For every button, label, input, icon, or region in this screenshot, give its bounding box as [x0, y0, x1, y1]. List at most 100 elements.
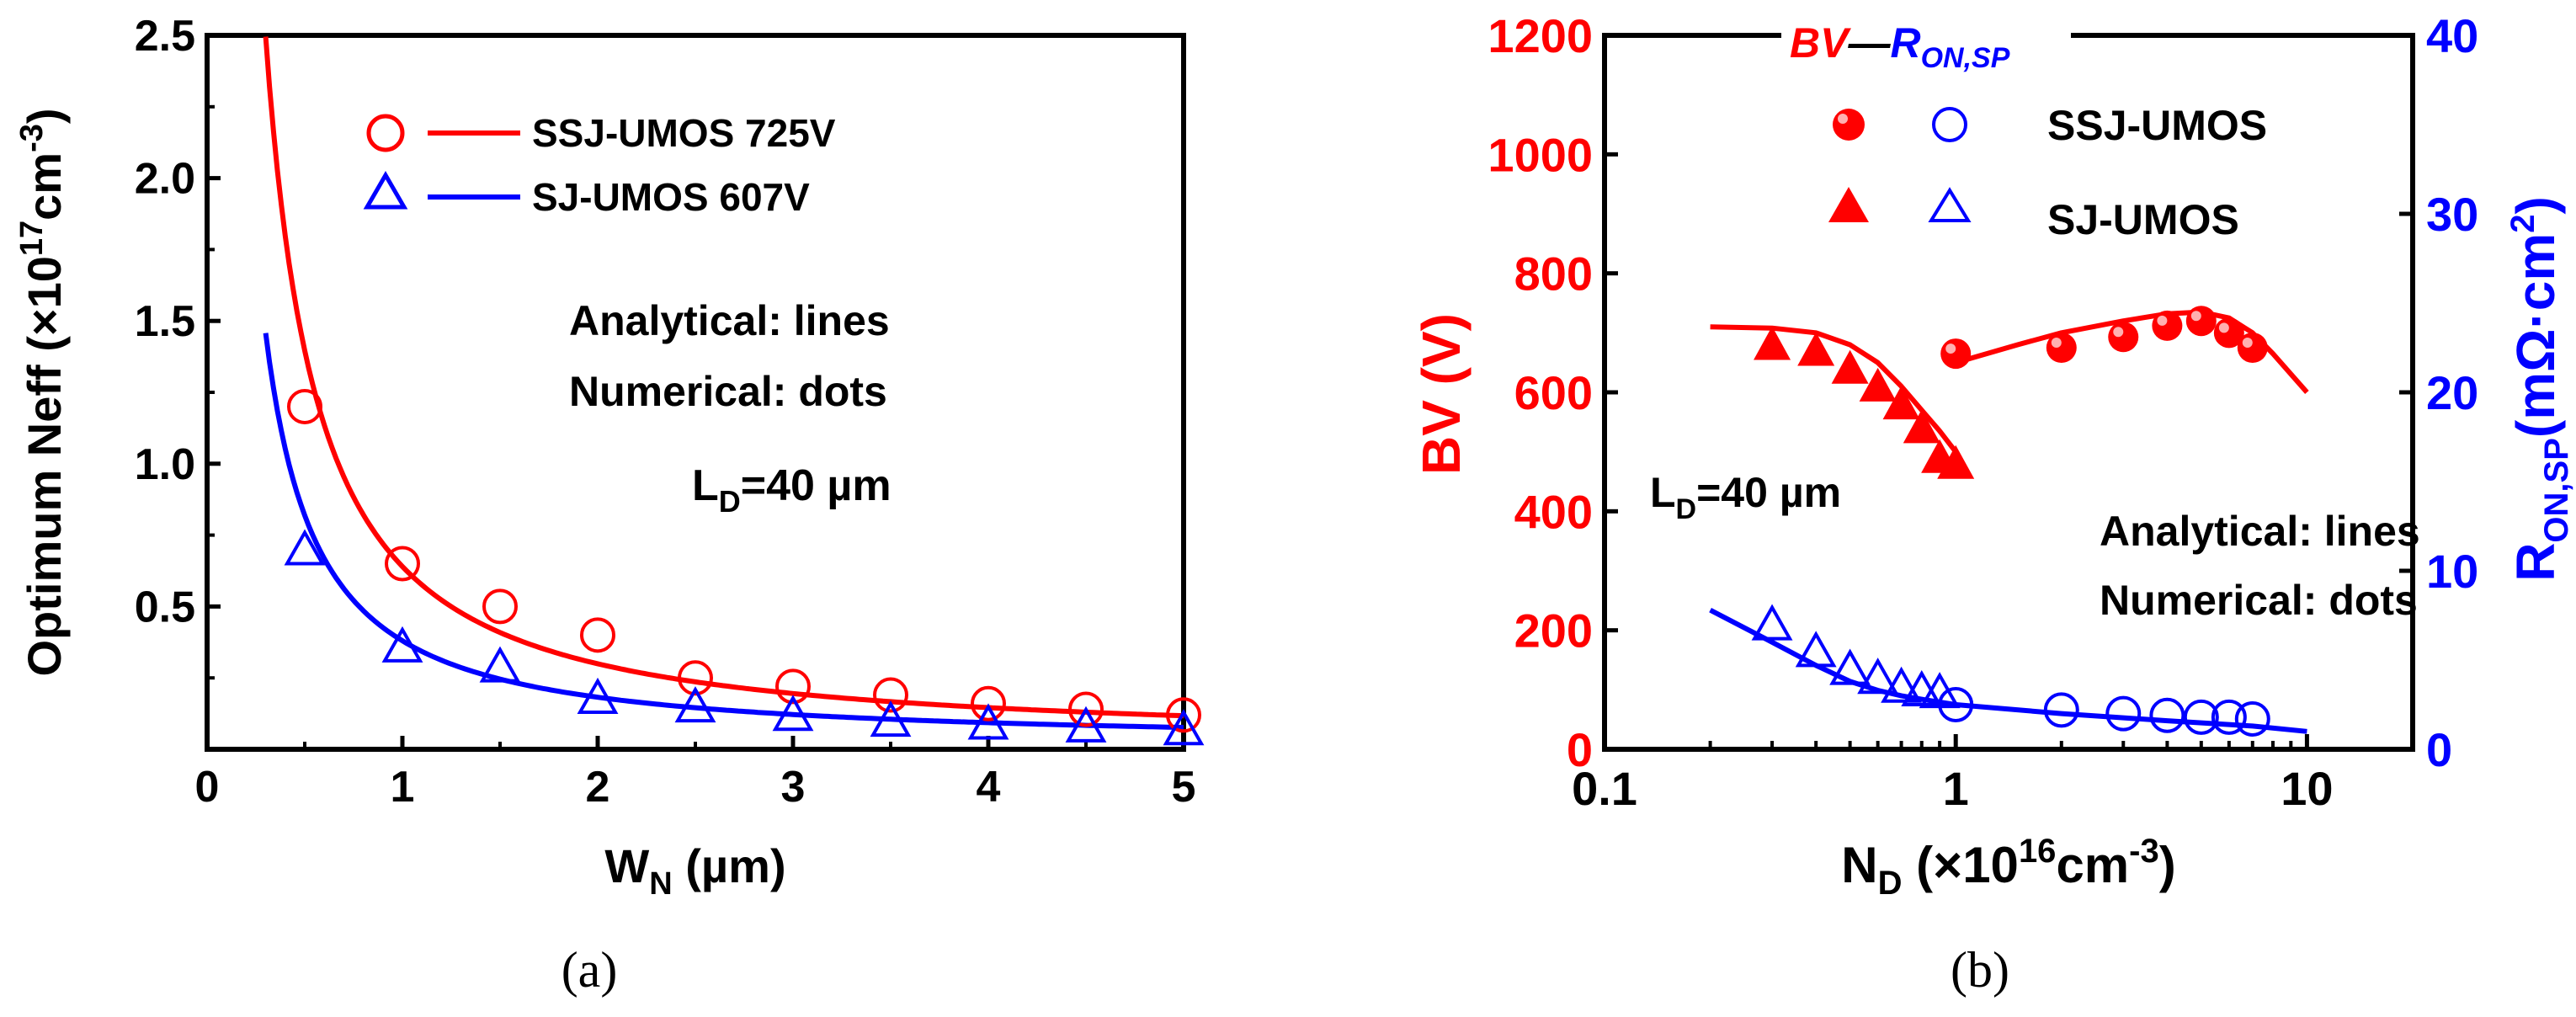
chart-b-xlabel-sub: D	[1878, 865, 1903, 902]
chart-a-xtick-label: 0	[195, 763, 220, 812]
chart-b-legend-filled-circle-shine	[1838, 114, 1848, 124]
chart-b-ytick-left-label: 600	[1514, 366, 1593, 419]
chart-b-ylabel-right: RON,SP(mΩ·cm2)	[2504, 196, 2575, 582]
chart-a-xlabel: WN (µm)	[604, 839, 785, 902]
chart-a-point-triangle	[674, 686, 716, 723]
chart-a-point-circle	[385, 546, 420, 582]
chart-b-top-legend-bg	[1781, 17, 2071, 67]
chart-b-point-filled-circle-shine	[2218, 322, 2229, 333]
chart-b-top-legend: BV—RON,SP	[1790, 19, 2010, 74]
chart-a-point-circle	[287, 388, 322, 424]
chart-b-point-filled-triangle	[1937, 445, 1975, 479]
chart-a-xtick-label: 5	[1172, 763, 1196, 812]
chart-a-ylabel-main: Optimum Neff (×10	[18, 256, 71, 676]
chart-b-xlabel: ND (×1016cm-3)	[1841, 833, 2175, 902]
chart-b-point-filled-circle-shine	[2242, 338, 2253, 348]
chart-b-ytick-right-label: 40	[2426, 9, 2478, 62]
chart-b-ytick-right-label: 0	[2426, 723, 2452, 776]
chart-b-legend-open-circle	[1932, 107, 1967, 142]
chart-b-point-open-circle	[2043, 692, 2079, 728]
chart-b-ld-rest: =40 µm	[1696, 469, 1841, 516]
chart-a-ticks: 0 1 2 3 4 5 0.5 1.0 1.5 2.0 2.5	[135, 12, 1196, 812]
chart-b-ld-sub: D	[1676, 493, 1697, 525]
chart-b-point-filled-circle-shine	[2051, 338, 2062, 348]
chart-a-point-circle	[482, 588, 518, 625]
chart-b-legend-label-sj: SJ-UMOS	[2047, 196, 2239, 243]
chart-b-ticks: 0.1 1 10 0 200 400 600 800 1000 1200 0 10 20 30 40	[1488, 9, 2478, 815]
chart-b-annotation-ld: LD=40 µm	[1650, 469, 1841, 525]
chart-a-ytick-label: 0.5	[135, 583, 195, 631]
chart-b-ylabel-right-sup: 2	[2504, 215, 2541, 233]
chart-a-point-triangle	[577, 677, 619, 714]
chart-b-xlabel-sup: 16	[2019, 833, 2057, 870]
chart-b-point-open-circle	[2234, 700, 2270, 737]
chart-b-point-filled-circle-shine	[2190, 311, 2201, 322]
chart-a-point-circle	[775, 668, 811, 705]
chart-a-legend: SSJ-UMOS 725V SJ-UMOS 607V	[363, 111, 836, 219]
chart-b-point-open-circle	[2211, 699, 2247, 735]
chart-b-point-filled-circle	[2152, 310, 2183, 341]
chart-b-ytick-left-label: 1200	[1488, 9, 1593, 62]
chart-b-ylabel-left: BV (V)	[1411, 313, 1472, 475]
chart-a-analytical-lines	[263, 36, 1184, 730]
chart-a-xtick-label: 4	[977, 763, 1001, 812]
chart-a-annotation-numerical: Numerical: dots	[569, 368, 887, 415]
chart-b-point-filled-circle	[2185, 306, 2217, 337]
chart-b-analytical-line	[1710, 324, 1958, 454]
chart-b-ytick-left-label: 0	[1567, 723, 1593, 776]
chart-b-legend-open-triangle	[1928, 187, 1972, 222]
chart-b-point-filled-triangle	[1882, 386, 1920, 420]
chart-a-ytick-label: 2.0	[135, 155, 195, 204]
chart-b-point-open-triangle	[1829, 648, 1871, 685]
chart-a-ylabel-rest: cm	[18, 152, 71, 221]
chart-a-point-triangle	[479, 646, 521, 683]
chart-b-point-open-triangle	[1881, 666, 1923, 703]
chart-b-xlabel-main: N	[1841, 837, 1877, 893]
chart-a-point-triangle	[967, 703, 1009, 740]
chart-b-numerical-points	[1751, 306, 2270, 737]
chart-b-ytick-right-label: 10	[2426, 545, 2478, 598]
chart-b-point-filled-circle	[2046, 333, 2077, 363]
chart-b-point-open-circle	[2183, 699, 2219, 735]
chart-a-point-triangle	[1163, 709, 1205, 746]
chart-a-point-triangle	[772, 695, 814, 732]
chart-b-ylabel-right-rest: (mΩ·cm	[2505, 233, 2566, 438]
chart-a-ylabel: Optimum Neff (×1017cm-3)	[14, 108, 71, 676]
chart-a: 0 1 2 3 4 5 0.5 1.0 1.5 2.0 2.5 Optimum Neff (×101…	[14, 12, 1205, 998]
chart-b-point-open-triangle	[1751, 604, 1793, 641]
chart-b-ytick-right-label: 20	[2426, 366, 2478, 419]
chart-a-annotation-analytical: Analytical: lines	[569, 297, 890, 344]
chart-b-point-filled-circle	[2108, 322, 2139, 353]
chart-a-point-triangle	[381, 626, 423, 663]
chart-b-top-legend-ron-sub: ON,SP	[1921, 42, 2010, 74]
chart-b-ylabel-right-end: )	[2505, 196, 2566, 214]
chart-a-numerical-points	[284, 388, 1205, 746]
chart-a-point-circle	[1166, 697, 1201, 733]
chart-b-point-open-circle	[2149, 697, 2185, 733]
chart-b-annotation-analytical: Analytical: lines	[2100, 508, 2420, 555]
chart-a-xtick-label: 3	[781, 763, 806, 812]
chart-a-point-triangle	[284, 529, 326, 566]
chart-a-ld-rest: =40 µm	[741, 461, 891, 510]
chart-b-point-filled-triangle	[1859, 367, 1897, 402]
chart-a-point-triangle	[870, 700, 912, 737]
caption-b: (b)	[1951, 942, 2009, 998]
chart-b-point-filled-circle-shine	[1945, 343, 1956, 354]
chart-a-annotation-ld: LD=40 µm	[692, 461, 891, 519]
chart-a-point-triangle	[1065, 706, 1107, 743]
chart-b-point-open-circle	[2105, 695, 2142, 732]
chart-a-legend-marker-triangle	[363, 171, 408, 210]
chart-a-xtick-label: 2	[586, 763, 610, 812]
chart-b-point-open-circle	[1938, 687, 1974, 722]
chart-a-point-circle	[678, 660, 713, 696]
chart-b-top-legend-ron: R	[1890, 19, 1920, 67]
chart-b-point-filled-triangle	[1831, 349, 1869, 384]
chart-a-xlabel-main: W	[604, 839, 649, 892]
chart-b-legend-filled-circle	[1833, 109, 1865, 141]
chart-a-xtick-label: 1	[391, 763, 415, 812]
chart-a-line-circle	[263, 36, 1184, 719]
chart-b: 0.1 1 10 0 200 400 600 800 1000 1200 0 10 20 30 40 BV—…	[1411, 9, 2575, 998]
chart-a-point-circle	[580, 617, 615, 653]
chart-a-ylabel-end: )	[18, 108, 71, 124]
chart-b-point-open-triangle	[1795, 631, 1837, 668]
